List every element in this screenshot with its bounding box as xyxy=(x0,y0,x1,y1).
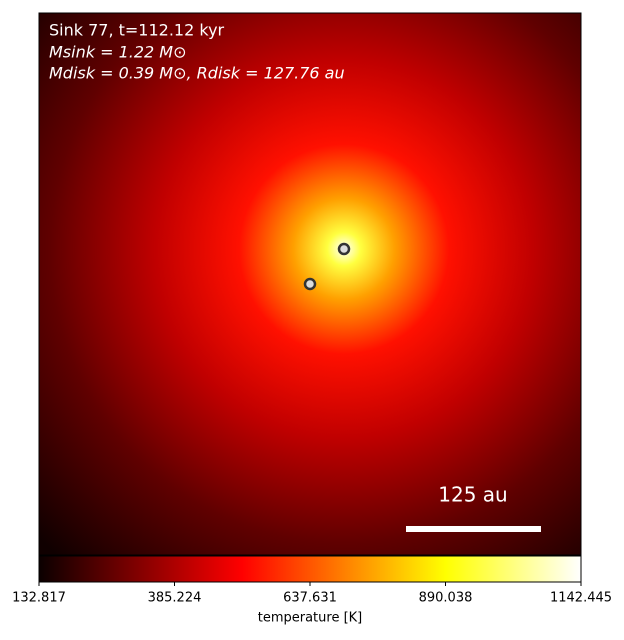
annotation: Msink = 1.22 M⊙ xyxy=(49,43,187,62)
annotation: Mdisk = 0.39 M⊙, Rdisk = 127.76 au xyxy=(49,64,345,83)
scale-bar xyxy=(406,526,541,532)
colorbar xyxy=(38,555,582,583)
scale-bar-label: 125 au xyxy=(438,483,507,507)
tick-label: 132.817 xyxy=(12,591,66,606)
tick-label: 637.631 xyxy=(283,591,337,606)
tick-label: 385.224 xyxy=(148,591,202,606)
colorbar-label: temperature [K] xyxy=(258,611,363,626)
sink-marker xyxy=(337,242,351,256)
annotation: Sink 77, t=112.12 kyr xyxy=(49,21,225,40)
sink-marker xyxy=(303,277,317,291)
tick-label: 890.038 xyxy=(419,591,473,606)
tick-label: 1142.445 xyxy=(550,591,612,606)
